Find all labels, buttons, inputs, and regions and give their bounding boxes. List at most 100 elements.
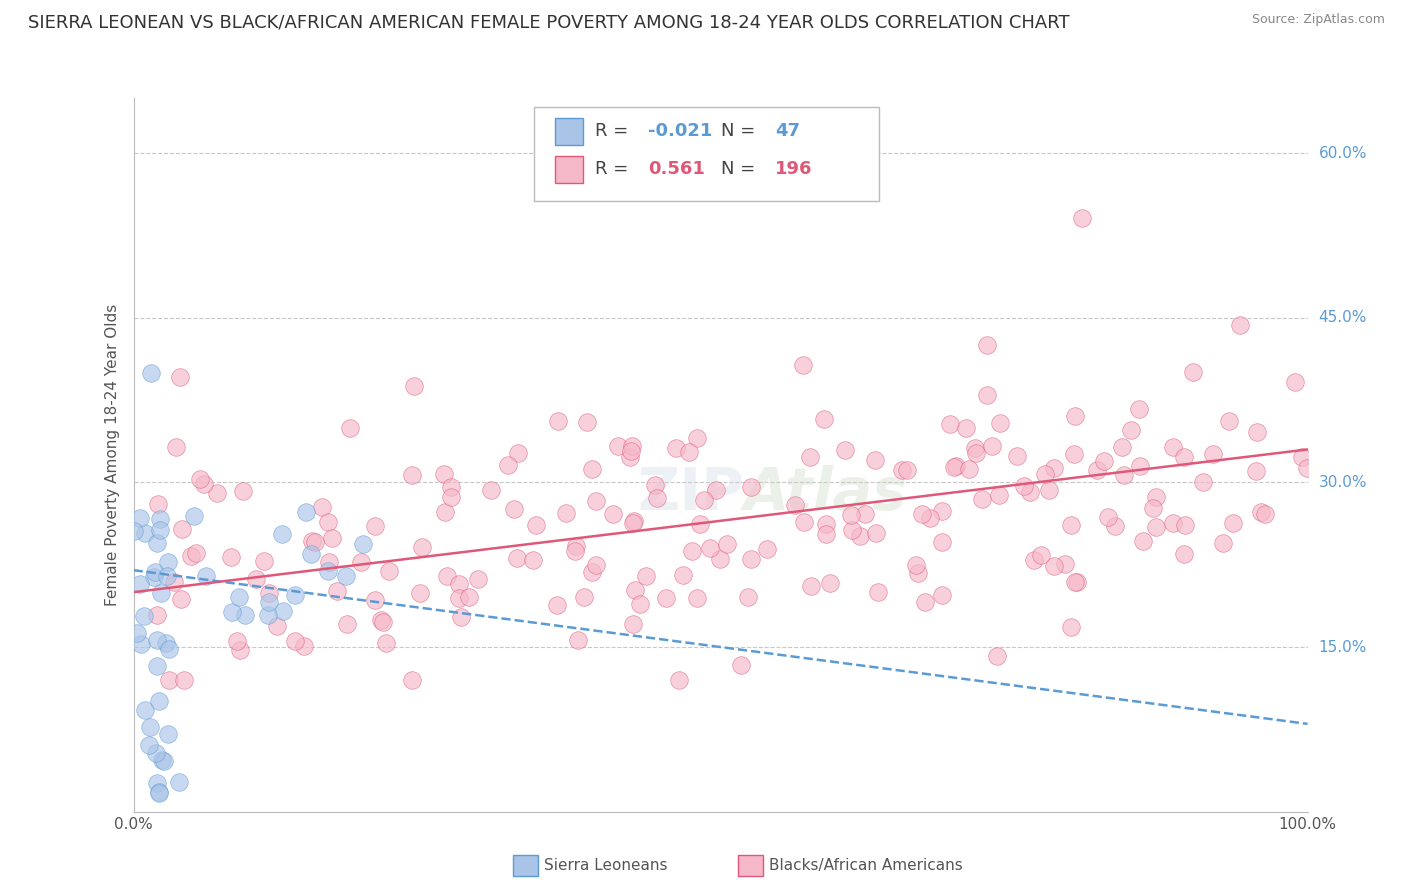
Point — [439, 491, 461, 505]
Point — [546, 598, 568, 612]
Point — [122, 524, 145, 539]
Point — [740, 552, 762, 566]
Point — [145, 776, 167, 790]
Text: ZIP: ZIP — [637, 465, 744, 522]
Text: R =: R = — [595, 122, 634, 140]
Point — [335, 569, 357, 583]
Point — [301, 533, 323, 548]
Point — [256, 607, 278, 622]
Point — [506, 550, 529, 565]
Text: 196: 196 — [775, 161, 813, 178]
Point — [564, 544, 586, 558]
Point — [141, 366, 163, 380]
Point — [1022, 553, 1045, 567]
Point — [914, 595, 936, 609]
Point — [1038, 483, 1060, 498]
Point — [907, 566, 929, 580]
Point — [988, 416, 1011, 430]
Text: N =: N = — [721, 122, 761, 140]
Point — [1063, 409, 1085, 423]
Point — [150, 753, 173, 767]
Point — [127, 626, 149, 640]
Point — [1012, 479, 1035, 493]
Point — [800, 579, 823, 593]
Point — [555, 506, 578, 520]
Point — [1114, 468, 1136, 483]
Point — [253, 554, 276, 568]
Point — [503, 501, 526, 516]
Point — [976, 338, 998, 352]
Point — [1104, 519, 1126, 533]
Point — [235, 607, 257, 622]
Point — [834, 442, 856, 457]
Point — [1229, 318, 1251, 333]
Point — [524, 518, 547, 533]
Point — [841, 523, 863, 537]
Point — [581, 565, 603, 579]
Point — [755, 542, 778, 557]
Point — [567, 633, 589, 648]
Point — [1222, 516, 1244, 530]
Point — [624, 582, 647, 597]
Point — [957, 462, 980, 476]
Point — [259, 595, 281, 609]
Text: 15.0%: 15.0% — [1319, 640, 1367, 655]
Point — [370, 613, 392, 627]
Point — [458, 590, 481, 604]
Point — [945, 458, 967, 473]
Point — [585, 558, 607, 572]
Point — [145, 747, 167, 761]
Point — [352, 537, 374, 551]
Point — [325, 583, 347, 598]
Point — [792, 358, 814, 372]
Point — [814, 527, 837, 541]
Point — [156, 727, 179, 741]
Point — [1173, 450, 1195, 465]
Point — [890, 463, 912, 477]
Point — [364, 593, 387, 607]
Point — [284, 633, 307, 648]
Point — [350, 555, 373, 569]
Point — [321, 531, 343, 545]
Text: 30.0%: 30.0% — [1319, 475, 1367, 490]
Point — [737, 591, 759, 605]
Point — [401, 468, 423, 483]
Point — [1291, 450, 1313, 464]
Point — [146, 607, 169, 622]
Point — [142, 570, 165, 584]
Point — [149, 523, 172, 537]
Point — [180, 549, 202, 563]
Point — [339, 421, 361, 435]
Point — [188, 472, 211, 486]
Point — [221, 605, 243, 619]
Point — [129, 636, 152, 650]
Text: 45.0%: 45.0% — [1319, 310, 1367, 326]
Point — [986, 648, 1008, 663]
Point — [226, 633, 249, 648]
Point — [1111, 440, 1133, 454]
Point — [156, 568, 179, 582]
Point — [1094, 454, 1116, 468]
Point — [364, 518, 387, 533]
Point — [1066, 574, 1088, 589]
Point — [336, 617, 359, 632]
Point — [785, 499, 807, 513]
Point — [169, 370, 191, 384]
Point — [150, 586, 173, 600]
Point — [709, 552, 731, 566]
Point — [813, 412, 835, 426]
Point — [863, 453, 886, 467]
Point — [704, 483, 727, 497]
Point — [623, 617, 645, 632]
Point — [245, 572, 267, 586]
Point — [868, 584, 890, 599]
Point — [645, 491, 668, 506]
Point — [1284, 375, 1306, 389]
Point — [1144, 520, 1167, 534]
Point — [479, 483, 502, 497]
Point — [128, 577, 150, 591]
Point — [1250, 506, 1272, 520]
Point — [1161, 516, 1184, 530]
Point — [970, 491, 993, 506]
Point — [905, 558, 928, 572]
